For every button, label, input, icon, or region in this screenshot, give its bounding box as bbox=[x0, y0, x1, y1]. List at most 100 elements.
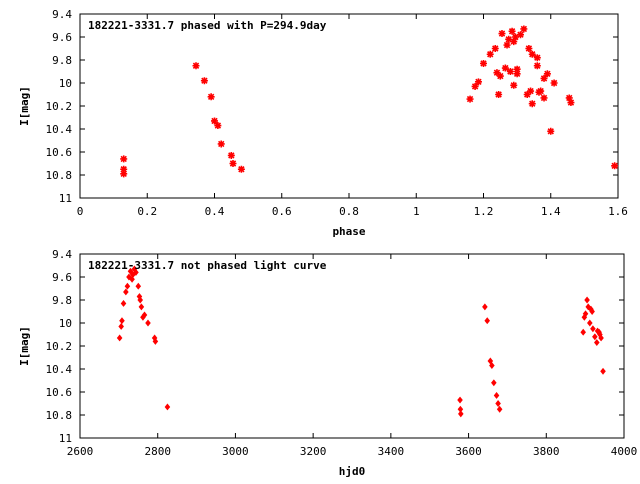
data-point bbox=[495, 400, 501, 407]
x-tick-label: 1 bbox=[413, 205, 420, 218]
data-point bbox=[152, 337, 159, 345]
data-point bbox=[118, 322, 124, 330]
data-point bbox=[567, 99, 575, 107]
y-tick-label: 9.6 bbox=[52, 271, 72, 284]
x-tick-label: 0.6 bbox=[272, 205, 292, 218]
x-tick-label: 3200 bbox=[300, 445, 327, 458]
data-point bbox=[510, 81, 518, 89]
x-tick-label: 4000 bbox=[611, 445, 638, 458]
data-point bbox=[506, 68, 514, 75]
y-tick-label: 9.8 bbox=[52, 54, 72, 67]
y-tick-label: 9.6 bbox=[52, 31, 72, 44]
data-point bbox=[129, 275, 135, 283]
data-point bbox=[123, 288, 129, 296]
data-point bbox=[471, 82, 479, 90]
data-point bbox=[505, 35, 513, 43]
y-tick-label: 10.4 bbox=[46, 123, 73, 136]
data-point bbox=[457, 396, 463, 404]
data-point bbox=[508, 27, 516, 35]
data-point bbox=[491, 45, 499, 52]
data-point bbox=[480, 59, 487, 67]
data-point bbox=[214, 122, 222, 130]
data-point bbox=[533, 62, 541, 70]
y-tick-label: 10 bbox=[59, 77, 72, 90]
data-point bbox=[587, 319, 593, 327]
data-point bbox=[211, 117, 218, 125]
y-tick-label: 10.8 bbox=[46, 169, 73, 182]
x-tick-label: 0.4 bbox=[205, 205, 225, 218]
data-point bbox=[200, 77, 208, 85]
data-point bbox=[135, 282, 142, 290]
x-tick-label: 3000 bbox=[222, 445, 249, 458]
axis-ticks: 0 0.2 0.4 0.6 0.8 1 1.2 1.4 1.6 9.4 9.6 9.8 10 10.2 10… bbox=[46, 8, 628, 218]
data-point bbox=[138, 303, 145, 311]
data-point bbox=[590, 325, 596, 333]
data-point bbox=[525, 45, 533, 52]
y-tick-label: 10.8 bbox=[46, 409, 73, 422]
axis-ticks: 2600 2800 3000 3200 3400 3600 3800 4000 9.4 9.6 9.… bbox=[46, 248, 638, 458]
data-point bbox=[466, 95, 474, 103]
data-point bbox=[528, 100, 536, 108]
x-tick-label: 1.4 bbox=[541, 205, 561, 218]
y-axis-label: I[mag] bbox=[18, 86, 31, 126]
data-point bbox=[540, 94, 548, 102]
data-point bbox=[207, 93, 215, 101]
unphased-light-curve-panel: 2600 2800 3000 3200 3400 3600 3800 4000 9.4 9.6 9.… bbox=[18, 248, 637, 478]
data-point bbox=[516, 31, 524, 39]
data-point bbox=[237, 165, 245, 173]
x-tick-label: 1.6 bbox=[608, 205, 628, 218]
y-tick-label: 10.6 bbox=[46, 386, 73, 399]
data-point bbox=[582, 310, 589, 318]
data-point bbox=[503, 41, 511, 49]
x-tick-label: 2600 bbox=[67, 445, 94, 458]
data-point bbox=[527, 87, 535, 95]
data-point bbox=[495, 91, 503, 98]
y-tick-label: 10.2 bbox=[46, 100, 73, 113]
data-point bbox=[598, 334, 604, 342]
data-point bbox=[486, 50, 494, 58]
y-tick-label: 9.8 bbox=[52, 294, 72, 307]
data-point bbox=[489, 362, 495, 370]
x-axis-label: phase bbox=[332, 225, 365, 238]
y-axis-label: I[mag] bbox=[18, 326, 31, 366]
data-point bbox=[520, 25, 528, 33]
data-point bbox=[120, 299, 127, 307]
data-point bbox=[584, 296, 590, 304]
data-point bbox=[484, 317, 491, 325]
data-point bbox=[120, 170, 128, 178]
x-tick-label: 0.2 bbox=[137, 205, 157, 218]
data-point bbox=[458, 410, 464, 418]
data-markers bbox=[116, 265, 606, 418]
data-point bbox=[496, 72, 504, 80]
data-point bbox=[511, 33, 519, 41]
data-point bbox=[137, 296, 144, 304]
phased-light-curve-panel: 0 0.2 0.4 0.6 0.8 1 1.2 1.4 1.6 9.4 9.6 9.8 10 10.2 10… bbox=[18, 8, 628, 238]
y-tick-label: 9.4 bbox=[52, 248, 72, 261]
data-point bbox=[192, 62, 200, 70]
data-point bbox=[491, 379, 497, 387]
data-markers bbox=[120, 25, 619, 178]
y-tick-label: 11 bbox=[59, 192, 72, 205]
data-point bbox=[116, 334, 123, 342]
x-tick-label: 1.2 bbox=[474, 205, 494, 218]
data-point bbox=[611, 162, 619, 170]
x-tick-label: 3600 bbox=[455, 445, 482, 458]
data-point bbox=[145, 319, 151, 327]
data-point bbox=[217, 140, 225, 148]
data-point bbox=[227, 151, 235, 159]
data-point bbox=[540, 74, 548, 82]
data-point bbox=[594, 339, 600, 347]
x-axis-label: hjd0 bbox=[339, 465, 366, 478]
y-tick-label: 10.2 bbox=[46, 340, 73, 353]
data-point bbox=[600, 367, 606, 375]
x-tick-label: 3400 bbox=[378, 445, 405, 458]
data-point bbox=[133, 268, 139, 276]
data-point bbox=[487, 357, 494, 365]
data-point bbox=[496, 405, 503, 413]
data-point bbox=[513, 70, 521, 78]
chart-title: 182221-3331.7 not phased light curve bbox=[88, 259, 327, 272]
data-point bbox=[592, 333, 598, 341]
data-point bbox=[513, 65, 521, 73]
